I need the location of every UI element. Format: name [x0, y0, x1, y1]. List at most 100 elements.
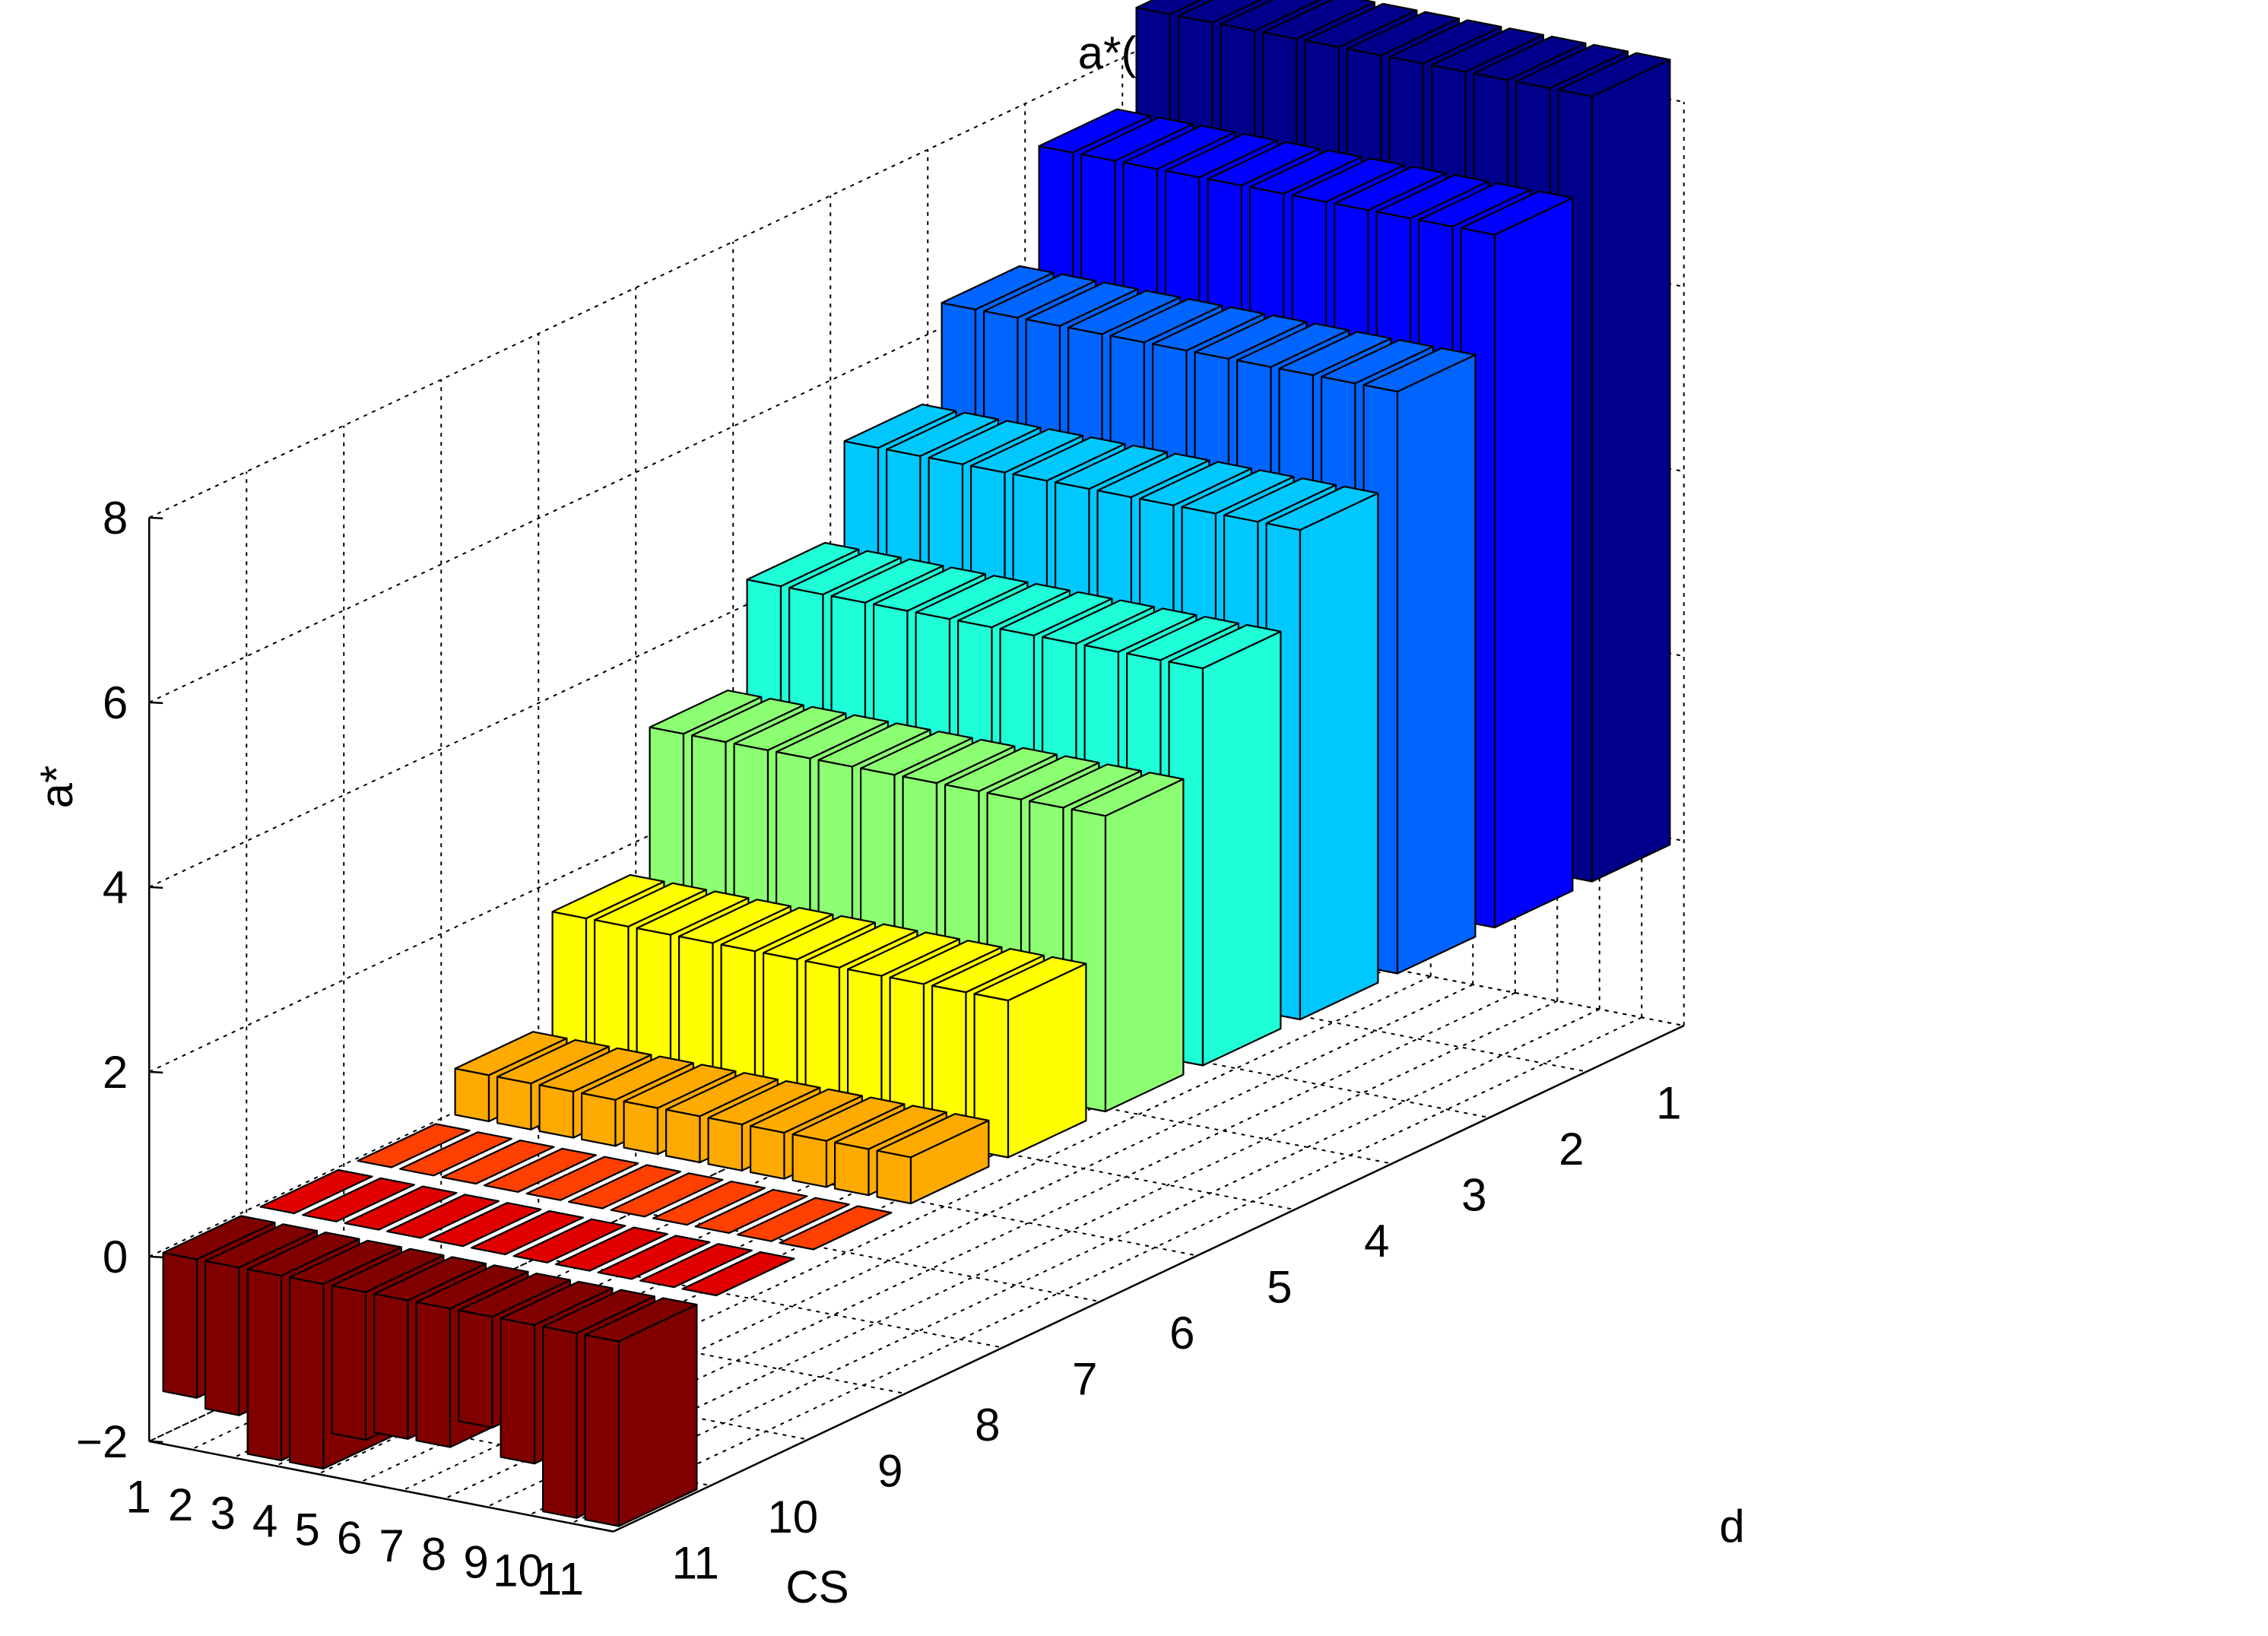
- y-axis-line: [613, 1025, 1685, 1533]
- bar-cs11-d7: [973, 956, 1087, 1159]
- bar-face: [677, 899, 792, 944]
- bar-face: [496, 1076, 532, 1130]
- bar-face: [441, 1139, 555, 1185]
- bar-face: [500, 1280, 614, 1327]
- bar-face: [357, 1123, 471, 1168]
- bar-cs2-d9: [398, 1131, 513, 1177]
- bar-face: [1417, 182, 1532, 228]
- bar-cs4-d9: [483, 1147, 598, 1194]
- bar-face: [1201, 630, 1282, 1067]
- y-axis-label: d: [1719, 1501, 1744, 1552]
- bar-face: [720, 906, 834, 953]
- bar-face: [302, 1177, 416, 1222]
- bar-face: [584, 1297, 698, 1343]
- bar-cs11-d4: [1265, 485, 1379, 1021]
- bar-cs9-d9: [694, 1188, 808, 1235]
- bar-face: [779, 1205, 893, 1251]
- bar-face: [791, 1133, 828, 1188]
- y-tick-label: 3: [1461, 1169, 1486, 1220]
- bar-face: [538, 1047, 652, 1093]
- bar-face: [331, 1248, 445, 1293]
- gridline-y: [1025, 1026, 1489, 1119]
- bar-cs9-d10: [597, 1235, 711, 1280]
- bar-cs5-d9: [525, 1156, 639, 1201]
- y-tick-label: 11: [672, 1537, 719, 1588]
- bar-face: [1096, 452, 1210, 499]
- bar-face: [1071, 772, 1185, 817]
- bar-face: [1236, 322, 1350, 368]
- bar-face: [496, 1038, 611, 1085]
- gridline-y: [538, 1256, 1003, 1349]
- bar-face: [1515, 43, 1629, 90]
- bar-face: [1460, 190, 1574, 236]
- bar-face: [610, 1172, 724, 1218]
- bar-face: [415, 1264, 529, 1310]
- bar-face: [969, 428, 1084, 474]
- bar-face: [1083, 607, 1197, 653]
- bar-face: [1291, 157, 1405, 203]
- x-tick-label: 7: [379, 1520, 404, 1571]
- bar-face: [1362, 347, 1477, 393]
- bar-face: [982, 273, 1097, 319]
- z-tick-mark: [149, 886, 163, 889]
- bar-face: [843, 403, 957, 449]
- bar-face: [500, 1317, 536, 1465]
- z-tick-mark: [149, 1440, 163, 1444]
- bar-face: [889, 940, 1003, 985]
- gridline-x: [528, 1008, 1600, 1516]
- bar-face: [1333, 166, 1448, 211]
- bar-face: [415, 1301, 452, 1448]
- bar-face: [1135, 0, 1203, 15]
- bar-face: [584, 1333, 620, 1527]
- z-tick-mark: [149, 1070, 163, 1074]
- bar-face: [1248, 149, 1363, 195]
- bar-cs2-d10: [302, 1177, 416, 1222]
- bar-face: [541, 1325, 578, 1519]
- bar-cs6-d9: [567, 1164, 682, 1210]
- bar-cs11-d5: [1168, 623, 1282, 1067]
- bar-cs4-d10: [386, 1194, 500, 1239]
- bar-face: [289, 1276, 325, 1470]
- bar-face: [470, 1210, 585, 1256]
- bar-face: [525, 1156, 639, 1201]
- bar-cs8-d9: [652, 1180, 766, 1226]
- bar-face: [1151, 306, 1266, 352]
- bar-face: [623, 1100, 659, 1156]
- gridline-y: [830, 1118, 1295, 1211]
- bar-face: [580, 1092, 617, 1147]
- bar-face: [872, 566, 987, 612]
- bar-cs10-d10: [639, 1243, 753, 1289]
- bar-face: [788, 550, 902, 596]
- bar-face: [876, 1113, 990, 1159]
- bar-face: [639, 1243, 753, 1289]
- bar-face: [205, 1223, 318, 1269]
- bar-face: [665, 1072, 779, 1118]
- bar-face: [1346, 11, 1461, 56]
- bar-face: [386, 1194, 500, 1239]
- x-tick-label: 9: [463, 1537, 488, 1588]
- bar-face: [246, 1268, 283, 1462]
- bar-face: [885, 411, 1000, 458]
- bar-face: [454, 1067, 490, 1123]
- x-axis-label: CS: [785, 1561, 849, 1612]
- bar-face: [1181, 469, 1295, 515]
- y-tick-label: 9: [877, 1445, 902, 1496]
- z-tick-label: −2: [76, 1416, 128, 1467]
- bar-face: [973, 956, 1087, 1002]
- bar-face: [1164, 133, 1279, 179]
- bar-face: [1493, 197, 1574, 929]
- bar-cs6-d10: [470, 1210, 585, 1256]
- z-axis-label: a*: [31, 766, 82, 809]
- bar-cs10-d9: [736, 1197, 851, 1242]
- bar-face: [1104, 778, 1185, 1113]
- bar-cs3-d10: [344, 1185, 458, 1231]
- bar-cs11-d6: [1071, 772, 1185, 1113]
- bar-face: [1025, 281, 1139, 327]
- bar-face: [1320, 339, 1435, 385]
- bar-face: [483, 1147, 598, 1194]
- z-tick-label: 2: [103, 1047, 128, 1098]
- x-tick-label: 8: [421, 1529, 446, 1580]
- x-tick-label: 2: [168, 1479, 193, 1530]
- bar-face: [652, 1180, 766, 1226]
